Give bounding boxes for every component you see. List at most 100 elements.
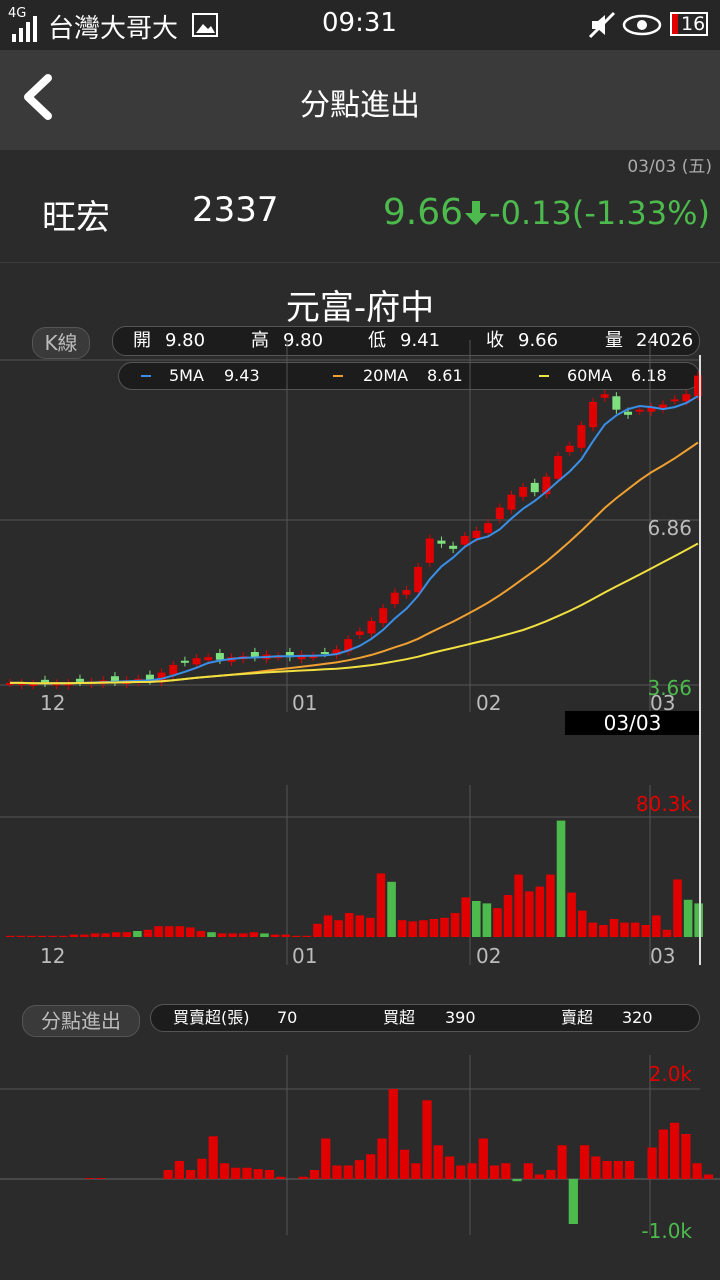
ma60-legend-swatch	[539, 375, 549, 377]
page-title: 分點進出	[300, 88, 420, 123]
volume-bar	[641, 925, 651, 937]
buy-key: 買超	[383, 1008, 416, 1027]
candle-body	[659, 404, 668, 410]
flow-bar	[321, 1138, 331, 1179]
candle-body	[554, 456, 563, 479]
flow-bar	[669, 1122, 680, 1179]
close-key: 收	[486, 330, 504, 351]
flow-bar	[354, 1160, 365, 1179]
volume-bar	[429, 919, 439, 937]
broker-flow-tab[interactable]: 分點進出	[22, 1005, 140, 1037]
app-bar: 分點進出	[0, 50, 720, 150]
candle-body	[670, 399, 679, 402]
candle-body	[565, 445, 574, 452]
volume-bar	[80, 934, 89, 937]
flow-bar	[557, 1145, 567, 1179]
volume-bar	[16, 935, 26, 937]
candle-body	[157, 672, 166, 683]
kline-tab-label: K線	[44, 331, 78, 355]
ma20-name: 20MA	[363, 366, 409, 385]
flow-bar	[366, 1154, 376, 1179]
ma5-legend-swatch	[141, 375, 151, 377]
volume-bar	[577, 910, 587, 937]
flow-bar	[84, 1178, 95, 1179]
quote-date: 03/03 (五)	[627, 157, 712, 177]
volume-bar	[694, 903, 703, 937]
flow-min-label: -1.0k	[641, 1219, 692, 1243]
candle-body	[414, 566, 423, 593]
volume-bar	[281, 934, 290, 937]
candle-body	[145, 674, 154, 681]
volume-bar	[524, 891, 534, 937]
flow-bar	[579, 1145, 590, 1179]
arrow-down-icon	[465, 201, 488, 225]
candle-body	[694, 375, 702, 397]
flow-bar	[433, 1145, 443, 1179]
flow-bar	[219, 1163, 230, 1179]
sell-key: 賣超	[561, 1008, 594, 1027]
flow-bar	[174, 1161, 185, 1179]
open-value: 9.80	[165, 330, 206, 351]
volume-bar	[503, 895, 513, 937]
candle-body	[192, 658, 201, 665]
flow-bar	[197, 1158, 207, 1179]
x-axis-month-label: 02	[476, 691, 501, 715]
x-axis-month-label: 01	[292, 691, 317, 715]
flow-bar	[501, 1163, 511, 1179]
candle-body	[519, 487, 528, 497]
ma60-value: 6.18	[631, 366, 667, 385]
candle-body	[40, 679, 49, 683]
volume-bar	[344, 913, 354, 937]
candle-body	[390, 592, 399, 605]
volume-month-label: 01	[292, 944, 317, 968]
volume-bar	[620, 922, 629, 937]
volume-bar	[599, 925, 608, 937]
flow-bar	[422, 1100, 432, 1179]
flow-bar	[208, 1136, 218, 1179]
flow-bar	[298, 1176, 308, 1179]
chevron-left-icon[interactable]	[18, 72, 68, 122]
flow-bar	[478, 1138, 488, 1179]
broker-flow-chart[interactable]: 2.0k -1.0k	[0, 1045, 720, 1245]
volume-chart[interactable]: 80.3k 12 01 02 03	[0, 775, 720, 975]
candle-body	[17, 682, 26, 685]
volume-bar	[90, 933, 100, 937]
candle-body	[484, 523, 493, 533]
flow-bar	[253, 1169, 263, 1179]
volume-bar	[111, 932, 121, 937]
volume-bar	[419, 920, 428, 937]
volume-bar	[493, 908, 502, 937]
volume-bar	[461, 897, 470, 937]
volume-bar	[122, 932, 132, 937]
volume-bar	[630, 922, 640, 937]
volume-bar	[6, 935, 15, 937]
candle-body	[332, 649, 341, 656]
buy-value: 390	[445, 1008, 476, 1027]
volume-bar	[175, 926, 185, 937]
volume-bar	[683, 899, 693, 937]
low-value: 9.41	[400, 330, 441, 351]
candle-body	[635, 409, 644, 412]
flow-bar	[343, 1165, 353, 1179]
volume-bar	[334, 920, 343, 937]
volume-bar	[228, 933, 237, 937]
stock-name: 旺宏	[42, 198, 110, 238]
candle-body	[180, 660, 189, 663]
carrier-name: 台灣大哥大	[48, 14, 179, 44]
volume-bar	[164, 926, 174, 937]
net-value: 70	[277, 1008, 298, 1027]
candle-body	[6, 682, 14, 685]
candle-body	[530, 482, 539, 493]
open-key: 開	[133, 330, 151, 351]
candle-body	[577, 425, 586, 448]
volume-bar	[567, 892, 576, 937]
price-change: -0.13(-1.33%)	[489, 194, 710, 232]
ma60-line	[10, 542, 699, 685]
volume-key: 量	[605, 330, 623, 351]
close-value: 9.66	[518, 330, 559, 351]
status-bar: 4G 台灣大哥大 09:31 16	[0, 0, 720, 50]
flow-bar	[647, 1147, 657, 1179]
volume-bar	[313, 923, 322, 937]
kline-tab[interactable]: K線	[32, 327, 90, 359]
